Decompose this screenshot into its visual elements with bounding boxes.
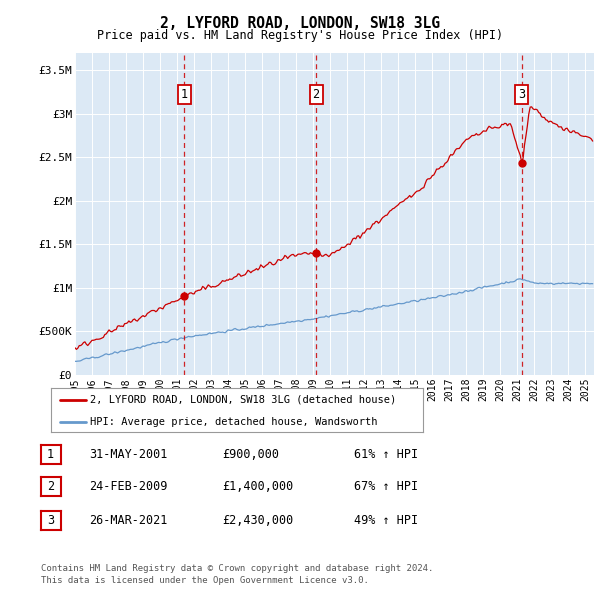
Text: £2,430,000: £2,430,000	[222, 514, 293, 527]
Text: £900,000: £900,000	[222, 448, 279, 461]
Text: 31-MAY-2001: 31-MAY-2001	[89, 448, 167, 461]
Text: 24-FEB-2009: 24-FEB-2009	[89, 480, 167, 493]
Text: 67% ↑ HPI: 67% ↑ HPI	[354, 480, 418, 493]
Text: 61% ↑ HPI: 61% ↑ HPI	[354, 448, 418, 461]
Text: 2, LYFORD ROAD, LONDON, SW18 3LG: 2, LYFORD ROAD, LONDON, SW18 3LG	[160, 16, 440, 31]
Text: Price paid vs. HM Land Registry's House Price Index (HPI): Price paid vs. HM Land Registry's House …	[97, 29, 503, 42]
Text: 3: 3	[47, 514, 54, 527]
Text: 1: 1	[181, 88, 188, 101]
Text: 3: 3	[518, 88, 525, 101]
Text: 26-MAR-2021: 26-MAR-2021	[89, 514, 167, 527]
Text: 49% ↑ HPI: 49% ↑ HPI	[354, 514, 418, 527]
Text: Contains HM Land Registry data © Crown copyright and database right 2024.
This d: Contains HM Land Registry data © Crown c…	[41, 565, 433, 585]
Text: £1,400,000: £1,400,000	[222, 480, 293, 493]
Text: 2: 2	[313, 88, 320, 101]
Text: 2, LYFORD ROAD, LONDON, SW18 3LG (detached house): 2, LYFORD ROAD, LONDON, SW18 3LG (detach…	[90, 395, 397, 405]
Text: 2: 2	[47, 480, 54, 493]
Text: 1: 1	[47, 448, 54, 461]
Text: HPI: Average price, detached house, Wandsworth: HPI: Average price, detached house, Wand…	[90, 417, 377, 427]
